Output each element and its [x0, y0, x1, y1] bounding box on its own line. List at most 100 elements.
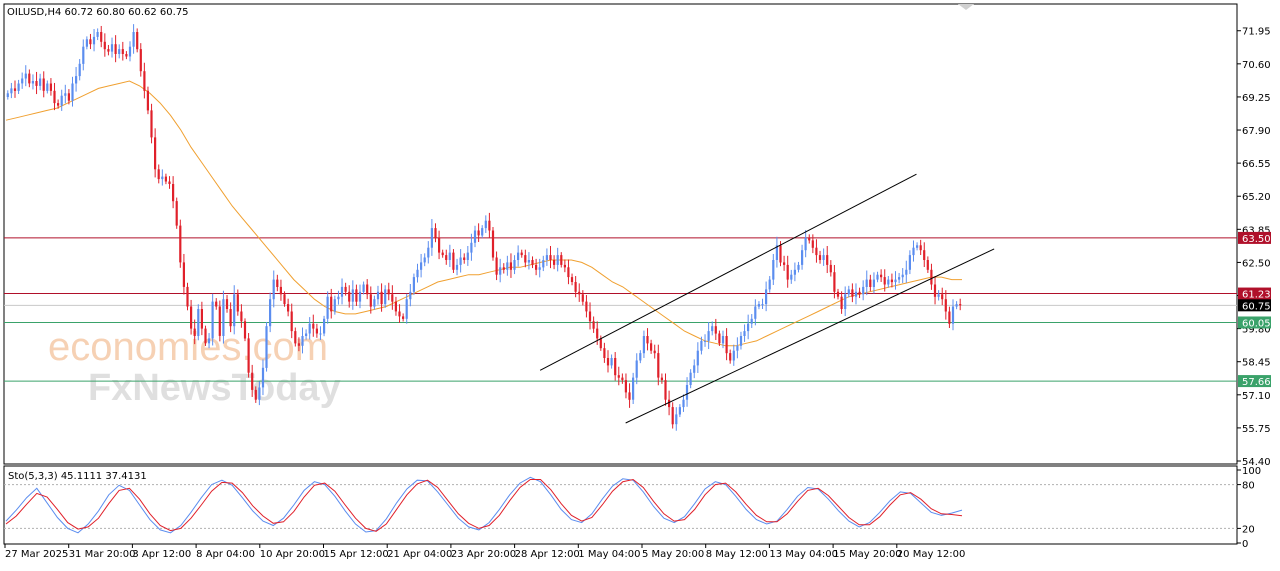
candle-body — [60, 95, 63, 106]
candle-body — [405, 299, 408, 319]
candle-body — [193, 328, 196, 336]
candle-body — [768, 279, 771, 290]
candle-body — [556, 255, 559, 265]
candle-body — [527, 260, 530, 263]
candle-body — [82, 46, 85, 64]
price-tick-label: 57.10 — [1242, 391, 1271, 402]
candle-body — [258, 387, 261, 400]
candle-body — [402, 316, 405, 319]
candle-body — [89, 39, 92, 45]
candle-body — [772, 260, 775, 280]
candle-body — [481, 228, 484, 236]
candle-body — [412, 277, 415, 292]
candle-body — [599, 338, 602, 349]
candle-body — [858, 291, 861, 295]
candle-body — [689, 372, 692, 385]
candle-body — [549, 255, 552, 260]
candle-body — [664, 380, 667, 400]
candle-body — [463, 257, 466, 260]
candle-body — [17, 83, 20, 91]
candle-body — [596, 328, 599, 339]
candle-body — [574, 282, 577, 292]
candle-body — [323, 318, 326, 334]
candle-body — [570, 277, 574, 282]
candle-body — [653, 350, 656, 354]
candle-body — [818, 255, 822, 260]
candle-body — [707, 331, 710, 341]
candle-body — [182, 262, 185, 287]
candle-body — [905, 269, 908, 275]
candle-body — [703, 340, 707, 342]
price-tick-label: 62.50 — [1242, 258, 1271, 269]
candle-body — [473, 230, 477, 243]
candle-body — [757, 304, 760, 307]
candle-body — [682, 399, 685, 408]
candle-body — [793, 269, 796, 275]
candle-body — [786, 264, 789, 280]
horizontal-levels — [4, 237, 1237, 382]
time-axis[interactable]: 27 Mar 2025 31 Mar 20:003 Apr 12:00 8 Apr … — [4, 544, 965, 560]
candle-body — [459, 257, 462, 265]
candle-body — [901, 274, 904, 278]
candle-body — [254, 389, 257, 400]
candle-body — [67, 93, 70, 101]
candle-body — [610, 358, 613, 366]
candle-body — [146, 90, 149, 111]
price-panel[interactable] — [3, 3, 1238, 465]
stoch-tick-label: 80 — [1242, 481, 1255, 492]
price-tick-label: 69.25 — [1242, 93, 1271, 104]
candle-body — [229, 309, 232, 327]
candle-body — [725, 336, 728, 354]
price-tick-label: 54.40 — [1242, 457, 1271, 468]
candle-body — [538, 267, 541, 270]
candle-body — [53, 90, 56, 104]
candle-body — [854, 291, 858, 297]
candle-body — [438, 237, 441, 253]
candle-body — [693, 365, 696, 373]
candle-body — [520, 252, 523, 256]
candle-body — [833, 272, 836, 292]
candle-body — [240, 311, 243, 322]
watermark-news: FxNewsToday — [88, 367, 341, 409]
candle-body — [204, 328, 207, 344]
candle-body — [887, 279, 890, 285]
candle-body — [513, 260, 516, 270]
candle-body — [836, 291, 840, 297]
time-tick-label: 8 May 12:00 — [706, 549, 768, 560]
candle-body — [567, 267, 570, 278]
candle-body — [621, 377, 624, 381]
candle-body — [783, 262, 786, 265]
candle-body — [739, 336, 743, 346]
candle-body — [265, 326, 268, 368]
candle-body — [233, 294, 236, 327]
candle-body — [57, 103, 60, 106]
candle-body — [420, 262, 423, 270]
candle-body — [301, 336, 304, 346]
candle-body — [930, 269, 933, 285]
candle-body — [373, 299, 376, 307]
candle-body — [553, 260, 556, 265]
candle-body — [118, 49, 121, 54]
candle-body — [358, 291, 362, 302]
candle-body — [563, 264, 566, 268]
moving-average — [5, 80, 962, 347]
candle-body — [635, 360, 638, 378]
candle-body — [125, 54, 128, 57]
candle-body — [545, 255, 548, 260]
candle-body — [441, 252, 444, 256]
price-tick-label: 66.55 — [1242, 159, 1271, 170]
candle-body — [560, 255, 563, 265]
stochastic-lines — [4, 476, 1237, 534]
candle-body — [287, 304, 290, 312]
chart-shift-marker-icon[interactable] — [958, 4, 974, 10]
candle-body — [215, 301, 218, 307]
candle-body — [624, 380, 627, 393]
stoch-tick-label: 100 — [1242, 466, 1261, 477]
candle-body — [542, 260, 545, 268]
candle-body — [132, 32, 135, 47]
stochastic-panel[interactable] — [3, 465, 1238, 545]
candle-body — [251, 372, 254, 390]
candle-body — [75, 76, 78, 84]
candle-body — [150, 110, 153, 138]
